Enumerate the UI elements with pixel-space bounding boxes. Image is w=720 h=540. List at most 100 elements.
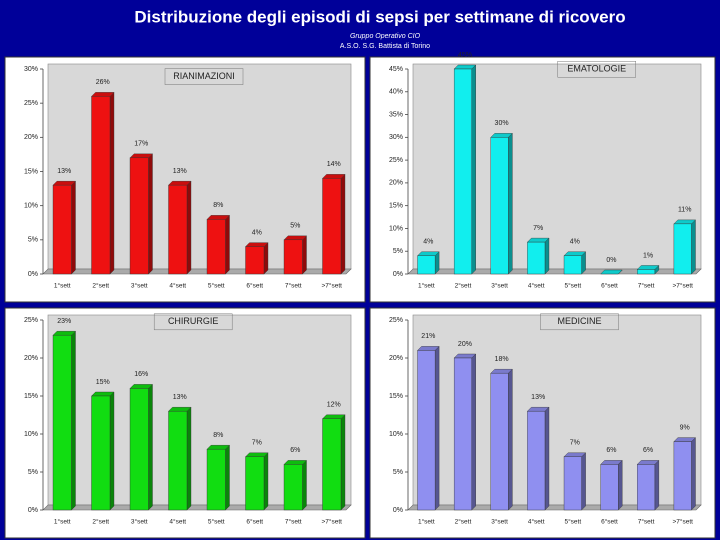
bar bbox=[322, 418, 342, 511]
bar-side bbox=[618, 459, 623, 511]
x-tick-label: 1°sett bbox=[418, 282, 435, 290]
bar-top bbox=[526, 237, 550, 243]
value-label: 4% bbox=[252, 230, 262, 237]
bar-side bbox=[302, 235, 307, 275]
y-tick-label: 0% bbox=[393, 507, 403, 514]
x-tick-label: 3°sett bbox=[491, 518, 508, 526]
y-tick-label: 15% bbox=[389, 203, 403, 210]
x-tick-label: 5°sett bbox=[564, 518, 581, 526]
x-tick-label: >7°sett bbox=[672, 518, 693, 526]
bar-side bbox=[434, 345, 440, 511]
bar bbox=[91, 395, 111, 511]
value-label: 5% bbox=[290, 223, 300, 230]
x-tick-label: 5°sett bbox=[208, 518, 225, 526]
bar-side bbox=[581, 452, 586, 511]
bar bbox=[637, 269, 656, 275]
bar bbox=[91, 96, 111, 275]
y-tick-label: 15% bbox=[24, 393, 38, 400]
value-label: 7% bbox=[252, 440, 262, 447]
plot-floor bbox=[407, 504, 702, 511]
value-label: 11% bbox=[678, 207, 692, 214]
bar-top bbox=[453, 353, 477, 359]
y-tick-label: 5% bbox=[28, 237, 38, 244]
bar-top bbox=[673, 437, 696, 442]
bar-top bbox=[417, 346, 440, 351]
x-tick-label: 3°sett bbox=[131, 518, 148, 526]
value-label: 6% bbox=[606, 447, 616, 454]
value-label: 6% bbox=[643, 447, 653, 454]
x-tick-label: 6°sett bbox=[601, 518, 618, 526]
bar bbox=[168, 184, 188, 275]
x-tick-label: 7°sett bbox=[285, 282, 302, 290]
x-tick-label: 2°sett bbox=[92, 282, 109, 290]
plot-floor bbox=[42, 268, 352, 275]
y-tick-label: 20% bbox=[389, 355, 403, 362]
bar-side bbox=[340, 414, 346, 511]
bar-side bbox=[186, 180, 192, 275]
value-label: 15% bbox=[96, 379, 110, 386]
bar bbox=[527, 241, 546, 275]
bar-top bbox=[129, 384, 153, 389]
bar-side bbox=[471, 353, 476, 511]
bar-top bbox=[600, 460, 623, 465]
y-tick-label: 0% bbox=[28, 507, 38, 514]
y-tick-label: 15% bbox=[24, 168, 38, 175]
bar-top bbox=[245, 242, 269, 247]
bar bbox=[417, 255, 436, 275]
value-label: 4% bbox=[423, 239, 433, 246]
y-tick-label: 45% bbox=[389, 66, 403, 73]
y-tick-label: 25% bbox=[24, 317, 38, 324]
bar-side bbox=[109, 391, 115, 511]
y-tick-label: 25% bbox=[24, 100, 38, 107]
x-tick-label: 7°sett bbox=[638, 282, 655, 290]
y-tick-label: 20% bbox=[389, 180, 403, 187]
bar-side bbox=[263, 452, 269, 511]
bar-top bbox=[600, 269, 623, 275]
chart-title: MEDICINE bbox=[557, 316, 601, 326]
value-label: 8% bbox=[213, 202, 223, 209]
bar bbox=[129, 157, 149, 275]
value-label: 30% bbox=[495, 120, 509, 127]
value-label: 1% bbox=[643, 252, 653, 259]
y-tick-label: 40% bbox=[389, 89, 403, 96]
chart-title-box bbox=[557, 61, 636, 78]
bar bbox=[673, 441, 692, 511]
chart-title-box bbox=[164, 68, 244, 85]
bar bbox=[637, 464, 656, 511]
subtitle: Gruppo Operativo CIO bbox=[350, 33, 421, 40]
x-tick-label: 6°sett bbox=[246, 518, 263, 526]
bar bbox=[673, 223, 692, 275]
bar bbox=[52, 335, 72, 511]
bar-top bbox=[245, 452, 269, 457]
value-label: 4% bbox=[570, 239, 580, 246]
bar-side bbox=[263, 242, 269, 275]
bar-top bbox=[417, 251, 440, 256]
bar-top bbox=[52, 180, 76, 186]
bar-side bbox=[302, 459, 307, 511]
bar-top bbox=[673, 219, 696, 225]
bar-top bbox=[129, 153, 153, 159]
bar bbox=[283, 464, 303, 511]
bar-top bbox=[91, 92, 115, 97]
bar-top bbox=[283, 460, 307, 465]
bar-side bbox=[71, 180, 76, 275]
bar-top bbox=[322, 174, 346, 179]
y-tick-label: 25% bbox=[389, 157, 403, 164]
slide-title: Distribuzione degli episodi di sepsi per… bbox=[134, 7, 625, 26]
bar bbox=[283, 239, 303, 275]
value-label: 16% bbox=[134, 371, 148, 378]
bar-top bbox=[636, 460, 660, 465]
x-tick-label: 1°sett bbox=[418, 518, 435, 526]
bar-side bbox=[225, 444, 230, 511]
bar-side bbox=[148, 383, 153, 511]
value-label: 13% bbox=[173, 168, 187, 175]
value-label: 23% bbox=[57, 318, 71, 325]
bar-top bbox=[636, 265, 660, 270]
x-tick-label: 6°sett bbox=[601, 282, 618, 290]
value-label: 12% bbox=[327, 402, 341, 409]
bar-side bbox=[654, 459, 660, 511]
bar-top bbox=[490, 369, 513, 374]
value-label: 7% bbox=[570, 440, 580, 447]
bar-top bbox=[526, 407, 550, 412]
bar bbox=[245, 246, 265, 275]
